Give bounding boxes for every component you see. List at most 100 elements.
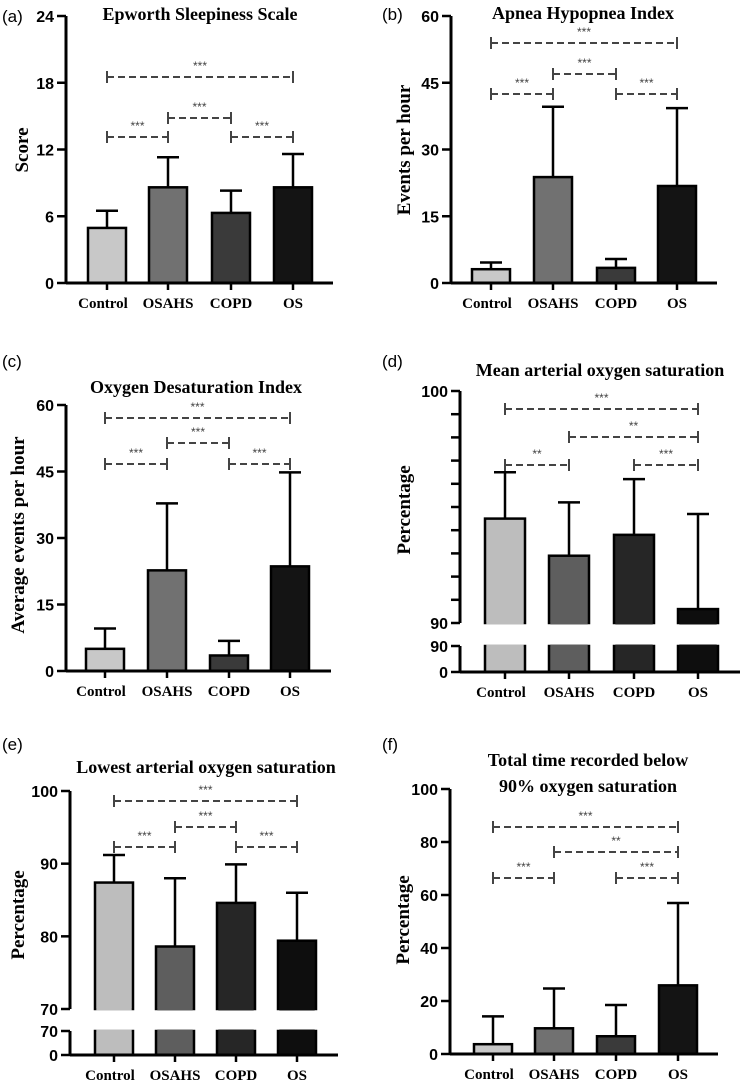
bar bbox=[210, 211, 252, 285]
significance-label: *** bbox=[191, 425, 205, 439]
y-tick-label: 45 bbox=[36, 465, 54, 482]
significance-bracket: *** bbox=[633, 447, 699, 471]
bar bbox=[93, 881, 135, 1011]
y-tick-label: 60 bbox=[420, 888, 438, 905]
significance-bracket: ** bbox=[568, 419, 699, 443]
y-axis-label: Events per hour bbox=[394, 84, 415, 215]
bar bbox=[276, 939, 318, 1011]
y-tick-label: 60 bbox=[421, 9, 439, 26]
significance-bracket: *** bbox=[230, 119, 294, 143]
x-tick-label: OS bbox=[668, 1067, 688, 1083]
panel-d: (d) Mean arterial oxygen saturation Percen… bbox=[382, 352, 740, 701]
y-tick-label: 0 bbox=[429, 1047, 438, 1064]
panel-a: (a) Epworth Sleepiness Scale Score Control O… bbox=[2, 4, 333, 312]
chart-title: Epworth Sleepiness Scale bbox=[102, 4, 297, 24]
significance-bracket: *** bbox=[615, 76, 678, 100]
significance-bracket: *** bbox=[106, 119, 169, 143]
y-tick-label: 70 bbox=[40, 1024, 58, 1041]
bar bbox=[269, 565, 311, 673]
bar-lower-segment bbox=[215, 1029, 257, 1057]
bar bbox=[470, 267, 512, 285]
bar bbox=[86, 226, 128, 285]
bar-lower-segment bbox=[93, 1029, 135, 1057]
bar bbox=[147, 186, 189, 285]
significance-label: ** bbox=[611, 834, 621, 848]
significance-bracket: *** bbox=[492, 809, 679, 833]
significance-bracket: *** bbox=[552, 56, 617, 80]
y-tick-label: 70 bbox=[40, 1002, 58, 1019]
x-tick-label: COPD bbox=[595, 296, 638, 312]
bar bbox=[154, 945, 196, 1011]
panel-c: (c) Oxygen Desaturation Index Average even… bbox=[2, 352, 331, 700]
significance-bracket: *** bbox=[166, 425, 230, 449]
significance-label: *** bbox=[198, 783, 212, 797]
x-tick-label: OSAHS bbox=[544, 685, 595, 701]
significance-bracket: *** bbox=[104, 446, 168, 470]
bar bbox=[656, 184, 698, 285]
x-tick-label: OS bbox=[688, 685, 708, 701]
y-tick-label: 15 bbox=[421, 209, 439, 226]
bar bbox=[208, 654, 250, 673]
y-axis-label: Percentage bbox=[8, 870, 29, 959]
significance-label: *** bbox=[259, 829, 273, 843]
bar-lower-segment bbox=[154, 1029, 196, 1057]
panel-label: (f) bbox=[382, 735, 398, 754]
significance-label: *** bbox=[193, 59, 207, 73]
bar-lower-segment bbox=[676, 644, 720, 674]
significance-label: *** bbox=[130, 119, 144, 133]
significance-label: ** bbox=[629, 419, 639, 433]
x-tick-label: OS bbox=[667, 296, 687, 312]
y-tick-label: 0 bbox=[45, 276, 54, 293]
significance-label: *** bbox=[192, 100, 206, 114]
panel-label: (b) bbox=[382, 5, 403, 24]
x-tick-label: Control bbox=[476, 685, 526, 701]
significance-bracket: *** bbox=[228, 446, 291, 470]
bar bbox=[84, 647, 126, 673]
significance-bracket: *** bbox=[235, 829, 298, 853]
significance-bracket: *** bbox=[174, 809, 237, 833]
significance-label: *** bbox=[137, 829, 151, 843]
significance-label: *** bbox=[190, 400, 204, 414]
bar bbox=[532, 175, 574, 285]
y-tick-label: 80 bbox=[40, 929, 58, 946]
panel-label: (d) bbox=[382, 352, 403, 371]
significance-label: ** bbox=[532, 447, 542, 461]
y-tick-label: 6 bbox=[45, 209, 54, 226]
y-tick-label: 20 bbox=[420, 994, 438, 1011]
y-axis-label: Average events per hour bbox=[8, 436, 29, 634]
x-tick-label: OS bbox=[280, 684, 300, 700]
x-tick-label: Control bbox=[462, 296, 512, 312]
significance-bracket: *** bbox=[490, 25, 678, 49]
y-tick-label: 90 bbox=[430, 639, 448, 656]
significance-label: *** bbox=[129, 446, 143, 460]
significance-bracket: *** bbox=[113, 829, 176, 853]
x-tick-label: COPD bbox=[613, 685, 656, 701]
significance-bracket: ** bbox=[504, 447, 570, 471]
significance-bracket: ** bbox=[553, 834, 679, 858]
bar-lower-segment bbox=[483, 644, 527, 674]
chart-title: 90% oxygen saturation bbox=[499, 776, 677, 796]
y-tick-label: 30 bbox=[36, 531, 54, 548]
x-tick-label: Control bbox=[76, 684, 126, 700]
significance-bracket: *** bbox=[615, 860, 679, 884]
y-tick-label: 12 bbox=[36, 143, 54, 160]
x-tick-label: COPD bbox=[215, 1068, 258, 1084]
bar-lower-segment bbox=[276, 1029, 318, 1057]
y-tick-label: 90 bbox=[40, 857, 58, 874]
y-tick-label: 18 bbox=[36, 76, 54, 93]
y-tick-label: 0 bbox=[439, 665, 448, 682]
x-tick-label: Control bbox=[464, 1067, 514, 1083]
significance-label: *** bbox=[640, 860, 654, 874]
chart-title: Lowest arterial oxygen saturation bbox=[76, 757, 335, 777]
x-tick-label: OSAHS bbox=[142, 684, 193, 700]
bar bbox=[676, 607, 720, 625]
y-tick-label: 40 bbox=[420, 941, 438, 958]
y-tick-label: 60 bbox=[36, 398, 54, 415]
significance-label: *** bbox=[659, 447, 673, 461]
significance-label: *** bbox=[577, 56, 591, 70]
panel-label: (c) bbox=[2, 352, 22, 371]
x-tick-label: OS bbox=[287, 1068, 307, 1084]
significance-label: *** bbox=[639, 76, 653, 90]
bar bbox=[483, 517, 527, 625]
